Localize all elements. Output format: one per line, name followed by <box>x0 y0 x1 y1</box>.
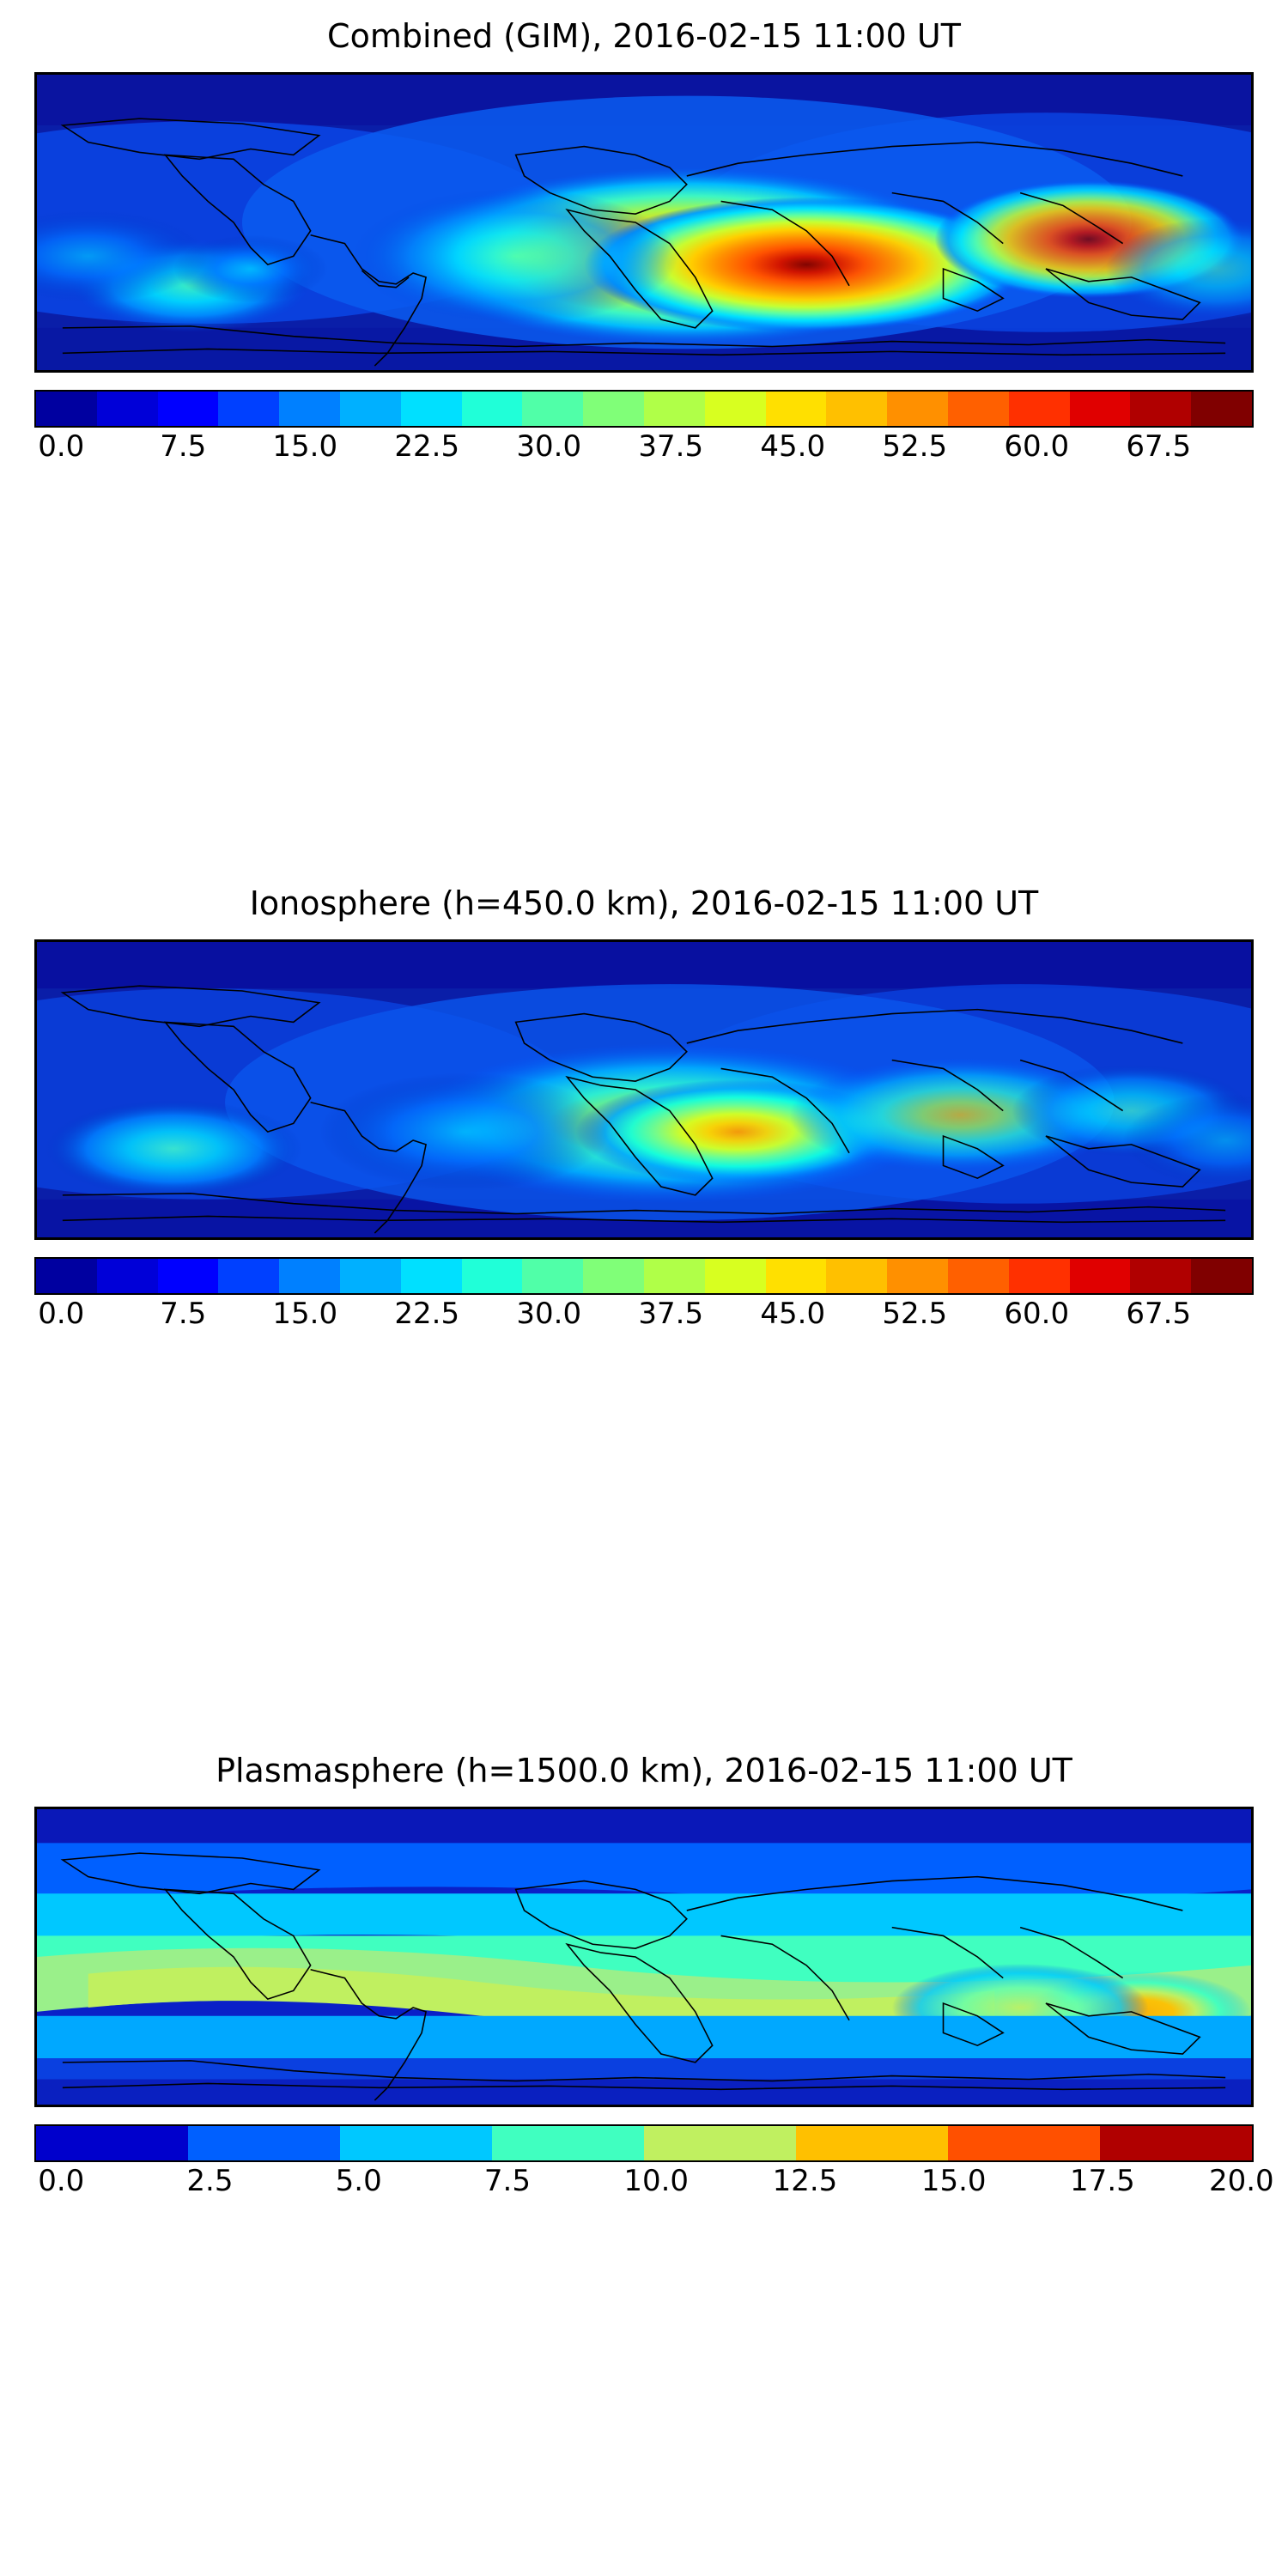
colorbar-tick: 67.5 <box>1126 1297 1192 1331</box>
colorbar-tick: 30.0 <box>516 429 582 464</box>
colorbar-gradient-plasmasphere <box>34 2124 1254 2162</box>
map-canvas-ionosphere <box>34 939 1254 1240</box>
map-plasmasphere <box>34 1807 1254 2107</box>
colorbar-tick: 15.0 <box>272 1297 338 1331</box>
colorbar-tick: 37.5 <box>638 1297 704 1331</box>
colorbar-combined: 0.0 7.5 15.0 22.5 30.0 37.5 45.0 52.5 60… <box>34 390 1254 465</box>
colorbar-tick: 22.5 <box>394 429 460 464</box>
colorbar-tick: 5.0 <box>335 2164 382 2198</box>
colorbar-ticklabels-ionosphere: 0.0 7.5 15.0 22.5 30.0 37.5 45.0 52.5 60… <box>34 1295 1254 1333</box>
panel-plasmasphere: Plasmasphere (h=1500.0 km), 2016-02-15 1… <box>0 1752 1288 2200</box>
map-canvas-combined <box>34 72 1254 373</box>
colorbar-plasmasphere: 0.0 2.5 5.0 7.5 10.0 12.5 15.0 17.5 20.0 <box>34 2124 1274 2200</box>
map-canvas-plasmasphere <box>34 1807 1254 2107</box>
colorbar-tick: 15.0 <box>272 429 338 464</box>
colorbar-tick: 12.5 <box>772 2164 838 2198</box>
colorbar-tick: 15.0 <box>920 2164 987 2198</box>
colorbar-tick: 17.5 <box>1070 2164 1135 2198</box>
colorbar-tick: 52.5 <box>882 1297 948 1331</box>
colorbar-tick: 0.0 <box>38 2164 85 2198</box>
colorbar-tick: 0.0 <box>38 1297 85 1331</box>
colorbar-tick: 60.0 <box>1004 429 1070 464</box>
colorbar-gradient-ionosphere <box>34 1257 1254 1295</box>
colorbar-tick: 7.5 <box>160 1297 207 1331</box>
map-ionosphere <box>34 939 1254 1240</box>
panel-combined: Combined (GIM), 2016-02-15 11:00 UT <box>0 17 1288 465</box>
panel-ionosphere: Ionosphere (h=450.0 km), 2016-02-15 11:0… <box>0 884 1288 1333</box>
colorbar-tick: 67.5 <box>1126 429 1192 464</box>
colorbar-tick: 52.5 <box>882 429 948 464</box>
colorbar-tick: 60.0 <box>1004 1297 1070 1331</box>
colorbar-tick: 37.5 <box>638 429 704 464</box>
colorbar-tick: 7.5 <box>483 2164 531 2198</box>
colorbar-tick: 7.5 <box>160 429 207 464</box>
panel-title-combined: Combined (GIM), 2016-02-15 11:00 UT <box>327 17 961 55</box>
colorbar-tick: 45.0 <box>760 1297 826 1331</box>
colorbar-tick: 30.0 <box>516 1297 582 1331</box>
map-combined <box>34 72 1254 373</box>
colorbar-tick: 22.5 <box>394 1297 460 1331</box>
colorbar-ticklabels-combined: 0.0 7.5 15.0 22.5 30.0 37.5 45.0 52.5 60… <box>34 428 1254 465</box>
colorbar-ionosphere: 0.0 7.5 15.0 22.5 30.0 37.5 45.0 52.5 60… <box>34 1257 1254 1333</box>
colorbar-tick: 2.5 <box>186 2164 234 2198</box>
colorbar-tick: 45.0 <box>760 429 826 464</box>
colorbar-tick: 10.0 <box>623 2164 690 2198</box>
panel-title-plasmasphere: Plasmasphere (h=1500.0 km), 2016-02-15 1… <box>216 1752 1072 1789</box>
colorbar-ticklabels-plasmasphere: 0.0 2.5 5.0 7.5 10.0 12.5 15.0 17.5 20.0 <box>34 2162 1273 2200</box>
panel-title-ionosphere: Ionosphere (h=450.0 km), 2016-02-15 11:0… <box>249 884 1039 922</box>
colorbar-gradient-combined <box>34 390 1254 428</box>
colorbar-tick: 20.0 <box>1208 2164 1274 2198</box>
colorbar-tick: 0.0 <box>38 429 85 464</box>
